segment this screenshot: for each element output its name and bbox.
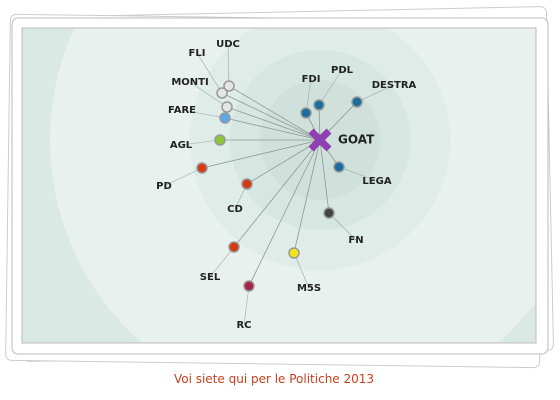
party-label: PDL	[331, 65, 354, 76]
label-link	[196, 52, 223, 94]
party-label: UDC	[216, 39, 240, 50]
party-node	[333, 161, 345, 173]
label-link	[163, 167, 203, 187]
cross	[308, 128, 332, 152]
label-link	[189, 81, 228, 108]
party-node	[323, 207, 335, 219]
party-node	[241, 178, 253, 190]
party-label: LEGA	[362, 176, 391, 187]
label-link	[328, 212, 357, 241]
party-node	[288, 247, 300, 259]
label-link	[209, 246, 235, 278]
link	[319, 139, 330, 214]
party-label: FLI	[189, 48, 206, 59]
label-link	[181, 109, 226, 119]
party-label: CD	[227, 204, 243, 215]
link	[293, 139, 321, 254]
link	[224, 117, 321, 141]
party-label: PD	[156, 181, 172, 192]
party-node	[300, 107, 312, 119]
party-label: MONTI	[171, 77, 208, 88]
label-link	[318, 69, 343, 106]
label-link	[243, 285, 250, 326]
party-label: RC	[236, 320, 251, 331]
party-node	[243, 280, 255, 292]
diagram: UDC FLI MONTI FARE AGL PD CD SEL RC M5S FN LEGA DEST…	[5, 6, 554, 369]
link	[201, 139, 321, 169]
link	[233, 139, 321, 248]
caption: Voi siete qui per le Politiche 2013	[173, 372, 375, 386]
party-label: FDI	[302, 74, 321, 85]
center-label: GOAT	[338, 133, 375, 147]
link	[228, 85, 321, 141]
party-label: DESTRA	[372, 80, 417, 91]
link	[318, 104, 321, 141]
party-node	[219, 112, 231, 124]
label-link	[356, 84, 395, 103]
party-label: FARE	[168, 105, 196, 116]
link	[246, 139, 321, 185]
party-node	[351, 96, 363, 108]
party-node	[214, 134, 226, 146]
link	[248, 139, 321, 287]
link	[226, 106, 321, 141]
party-node	[228, 241, 240, 253]
link	[221, 92, 321, 141]
label-link	[180, 139, 221, 146]
label-link	[293, 252, 310, 289]
party-node	[216, 87, 228, 99]
party-node	[196, 162, 208, 174]
party-node	[313, 99, 325, 111]
party-label: SEL	[200, 272, 221, 283]
party-label: M5S	[297, 283, 321, 294]
label-link	[227, 43, 230, 87]
party-node	[223, 80, 235, 92]
label-link	[338, 166, 378, 182]
center-mark	[308, 128, 332, 152]
party-label: FN	[348, 235, 363, 246]
panel-border	[21, 27, 537, 344]
party-node	[221, 101, 233, 113]
party-label: AGL	[170, 140, 193, 151]
